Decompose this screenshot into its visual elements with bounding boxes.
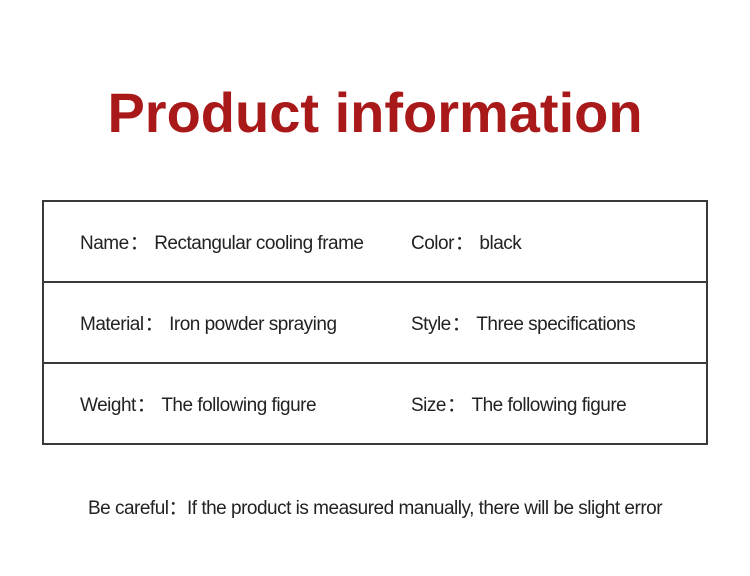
footnote-text: If the product is measured manually, the… bbox=[187, 498, 662, 519]
spec-label: Name bbox=[80, 233, 129, 254]
spec-cell-name: Name：Rectangular cooling frame bbox=[43, 201, 375, 282]
table-row: Weight：The following figure Size：The fol… bbox=[43, 363, 707, 444]
spec-cell-size: Size：The following figure bbox=[375, 363, 707, 444]
spec-cell-style: Style：Three specifications bbox=[375, 282, 707, 363]
spec-table: Name：Rectangular cooling frame Color：bla… bbox=[42, 200, 708, 445]
table-row: Name：Rectangular cooling frame Color：bla… bbox=[43, 201, 707, 282]
spec-cell-color: Color：black bbox=[375, 201, 707, 282]
page-container: Product information Name：Rectangular coo… bbox=[0, 0, 750, 576]
spec-value: The following figure bbox=[471, 395, 626, 416]
spec-label: Color bbox=[411, 233, 454, 254]
colon: ： bbox=[168, 498, 187, 519]
colon: ： bbox=[447, 395, 466, 416]
spec-value: black bbox=[479, 233, 521, 254]
colon: ： bbox=[137, 395, 156, 416]
spec-value: Rectangular cooling frame bbox=[154, 233, 363, 254]
spec-value: The following figure bbox=[161, 395, 316, 416]
spec-value: Three specifications bbox=[476, 314, 635, 335]
footnote-label: Be careful bbox=[88, 498, 169, 519]
spec-label: Material bbox=[80, 314, 144, 335]
colon: ： bbox=[455, 233, 474, 254]
spec-cell-weight: Weight：The following figure bbox=[43, 363, 375, 444]
spec-label: Size bbox=[411, 395, 446, 416]
spec-label: Style bbox=[411, 314, 451, 335]
colon: ： bbox=[130, 233, 149, 254]
colon: ： bbox=[452, 314, 471, 335]
colon: ： bbox=[145, 314, 164, 335]
footnote: Be careful：If the product is measured ma… bbox=[42, 445, 708, 520]
table-row: Material：Iron powder spraying Style：Thre… bbox=[43, 282, 707, 363]
spec-label: Weight bbox=[80, 395, 136, 416]
spec-cell-material: Material：Iron powder spraying bbox=[43, 282, 375, 363]
spec-value: Iron powder spraying bbox=[169, 314, 336, 335]
page-title: Product information bbox=[42, 0, 708, 200]
